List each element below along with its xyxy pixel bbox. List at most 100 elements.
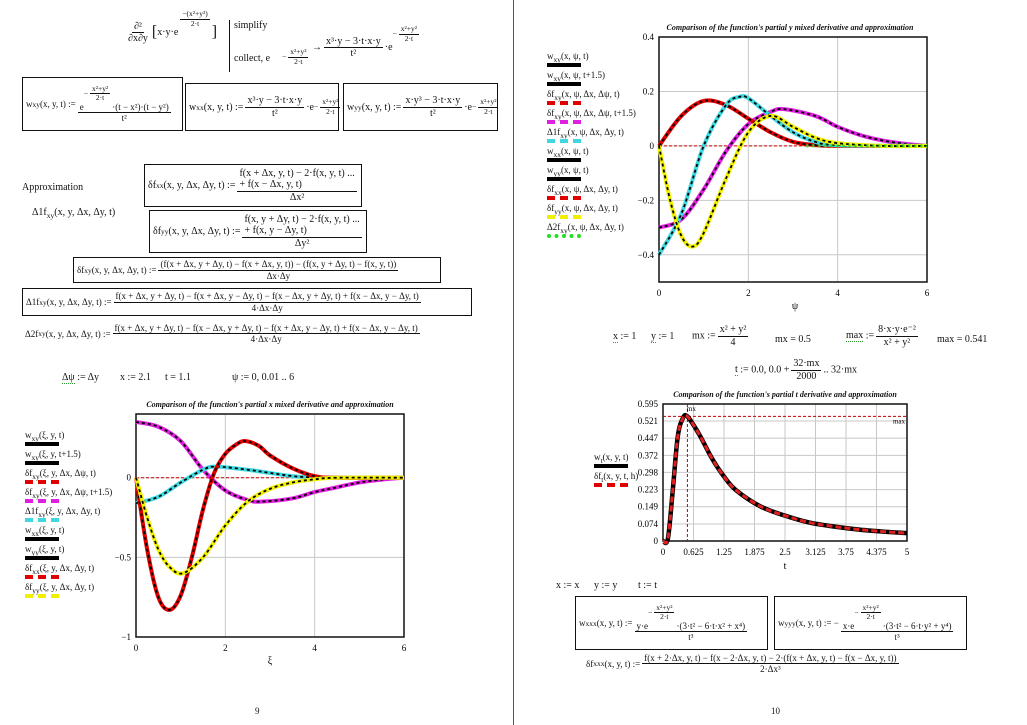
y-tick-label: 0 <box>127 473 132 483</box>
legend-item: wt(x, y, t) <box>594 452 638 471</box>
wxy-definition[interactable]: w xy (x, y, t) := e− x²+y² 2·t ·(t − x²)·(t −… <box>22 77 183 131</box>
y-tick-label: 0 <box>654 536 659 546</box>
x-tick-label: 3.125 <box>805 547 826 557</box>
keyword-collect: collect, e <box>234 53 271 64</box>
legend-item: wxx(ξ, y, t) <box>25 525 112 544</box>
legend-label: wxx(x, ψ, t) <box>547 146 589 159</box>
legend-label: wyy(x, ψ, t) <box>547 165 589 178</box>
legend-swatch <box>547 234 581 238</box>
y-definition-p2[interactable]: y := 1 <box>651 331 675 343</box>
curve-exact-overlay <box>658 115 928 248</box>
curve-exact-overlay <box>658 108 928 229</box>
legend-item: δfxy(ξ, y, Δx, Δψ, t+1.5) <box>25 487 112 506</box>
legend-item: δfxy(x, ψ, Δx, Δψ, t+1.5) <box>547 108 636 127</box>
legend-label: wyy(ξ, y, t) <box>25 544 65 557</box>
legend-swatch <box>25 461 59 465</box>
curve-exact-overlay <box>135 476 405 575</box>
delta1-reference: Δ1fxy(x, y, Δx, Δy, t) <box>32 207 116 220</box>
t-range-definition[interactable]: t := 0.0, 0.0 +32·mx 2000.. 32·mx <box>735 358 858 382</box>
legend-label: δfyy(x, ψ, Δx, Δy, t) <box>547 203 618 216</box>
mx-marker-label: mx <box>687 405 696 413</box>
x-axis-label: ξ <box>268 656 273 667</box>
y-redefinition[interactable]: y := y <box>594 580 618 591</box>
legend-label: δfxx(x, ψ, Δx, Δy, t) <box>547 184 618 197</box>
page-divider <box>513 0 514 725</box>
legend-swatch <box>547 82 581 86</box>
dfyy-definition[interactable]: δf yy (x, y, Δx, Δy, t) := f(x, y + Δy, t)… <box>149 210 367 253</box>
t-evaluation[interactable]: t = 1.1 <box>165 372 191 383</box>
x-tick-label: 0.625 <box>683 547 704 557</box>
legend-item: δfyy(ξ, y, Δx, Δy, t) <box>25 582 112 601</box>
x-axis-label: t <box>784 561 787 572</box>
x-tick-label: 2.5 <box>779 547 791 557</box>
legend-item: δft(x, y, t, h) <box>594 471 638 490</box>
legend-item: wxy(x, ψ, t) <box>547 51 636 70</box>
legend-swatch <box>25 480 59 484</box>
legend-label: wxx(ξ, y, t) <box>25 525 65 538</box>
symbolic-keywords: simplify collect, e <box>229 20 270 72</box>
max-definition[interactable]: max := 8·x·y·e⁻² x² + y² <box>846 324 918 348</box>
page-number: 9 <box>255 706 260 716</box>
wyy-definition[interactable]: w yy (x, y, t) := x·y³ − 3·t·x·y t² ·e − x²+y²… <box>343 83 499 131</box>
y-tick-label: −0.2 <box>638 195 654 205</box>
legend-label: wxy(ξ, y, t) <box>25 430 65 443</box>
legend-label: wt(x, y, t) <box>594 452 629 465</box>
legend-swatch <box>547 158 581 162</box>
x-axis-label: ψ <box>792 301 799 312</box>
approximation-label: Approximation <box>22 182 84 193</box>
d1fxy-definition[interactable]: Δ1f xy (x, y, Δx, Δy, t) := f(x + Δx, y + … <box>22 288 472 316</box>
x-tick-label: 1.25 <box>716 547 732 557</box>
max-marker-label: max <box>893 417 906 425</box>
mx-definition[interactable]: mx := x² + y² 4 <box>692 324 749 348</box>
keyword-simplify: simplify <box>234 20 268 31</box>
curve-dft <box>661 413 908 545</box>
legend-label: Δ1fxy(ξ, y, Δx, Δy, t) <box>25 506 101 519</box>
chart2-legend: wxy(x, ψ, t) wxy(x, ψ, t+1.5) δfxy(x, ψ, Δ… <box>547 51 636 241</box>
y-tick-label: 0.595 <box>638 399 659 409</box>
t-redefinition[interactable]: t := t <box>638 580 657 591</box>
legend-label: δfxy(ξ, y, Δx, Δψ, t) <box>25 468 96 481</box>
legend-swatch <box>25 518 59 522</box>
chart1-plot[interactable]: 0 2 4 6 0 −0.5 −1 ξ <box>0 0 513 725</box>
legend-swatch <box>25 575 59 579</box>
legend-item: wxx(x, ψ, t) <box>547 146 636 165</box>
legend-swatch <box>25 556 59 560</box>
dfxx-definition[interactable]: δf xx (x, y, Δx, Δy, t) := f(x + Δx, y, t)… <box>144 164 362 207</box>
y-tick-label: −0.4 <box>638 250 655 260</box>
dpsi-definition[interactable]: Δψ := Δy <box>62 372 99 384</box>
dfxxx-definition[interactable]: δf xxx (x, y, t) := f(x + 2·Δx, y, t) − f(… <box>586 653 899 675</box>
legend-swatch <box>594 464 628 468</box>
legend-swatch <box>547 196 581 200</box>
wxxx-definition[interactable]: w xxx (x, y, t) := y·e− x²+y² 2·t ·(3·t² − 6·… <box>575 596 768 650</box>
wxx-definition[interactable]: w xx (x, y, t) := x³·y − 3·t·x·y t² ·e − x²+y²… <box>185 83 341 131</box>
y-tick-label: 0.298 <box>638 467 659 477</box>
chart2-title: Comparison of the function's partial y m… <box>666 23 914 32</box>
legend-label: δfxy(x, ψ, Δx, Δψ, t) <box>547 89 620 102</box>
x-tick-label: 6 <box>925 288 930 298</box>
x-tick-label: 2 <box>746 288 751 298</box>
dfxy-definition[interactable]: δf xy (x, y, Δx, Δy, t) := (f(x + Δx, y + … <box>73 257 441 283</box>
y-tick-label: −0.5 <box>115 552 132 562</box>
legend-item: δfxy(ξ, y, Δx, Δψ, t) <box>25 468 112 487</box>
psi-range-definition[interactable]: ψ := 0, 0.01 .. 6 <box>232 372 295 383</box>
x-tick-label: 6 <box>402 643 407 653</box>
legend-item: δfyy(x, ψ, Δx, Δy, t) <box>547 203 636 222</box>
derivative-expression: ∂² ∂x∂y [x·y·e −(x²+y²) 2·t] <box>128 9 218 45</box>
legend-label: δfxy(ξ, y, Δx, Δψ, t+1.5) <box>25 487 113 500</box>
y-tick-label: 0.074 <box>638 519 659 529</box>
wyyy-definition[interactable]: w yyy (x, y, t) := − x·e− x²+y² 2·t ·(3·t² − … <box>774 596 967 650</box>
d2fxy-definition[interactable]: Δ2f xy (x, y, Δx, Δy, t) := f(x + Δx, y + … <box>25 323 420 345</box>
x-tick-label: 1.875 <box>744 547 765 557</box>
collect-exponent: − x²+y² 2·t <box>282 47 309 66</box>
legend-swatch <box>547 120 581 124</box>
legend-swatch <box>594 483 628 487</box>
x-redefinition[interactable]: x := x <box>556 580 580 591</box>
legend-label: Δ1fxy(x, ψ, Δx, Δy, t) <box>547 127 624 140</box>
legend-label: wxy(ξ, y, t+1.5) <box>25 449 81 462</box>
legend-swatch <box>547 101 581 105</box>
chart1-title: Comparison of the function's partial x m… <box>146 400 394 409</box>
x-definition-p2[interactable]: x := 1 <box>613 331 637 343</box>
x-definition[interactable]: x := 2.1 <box>120 372 151 383</box>
